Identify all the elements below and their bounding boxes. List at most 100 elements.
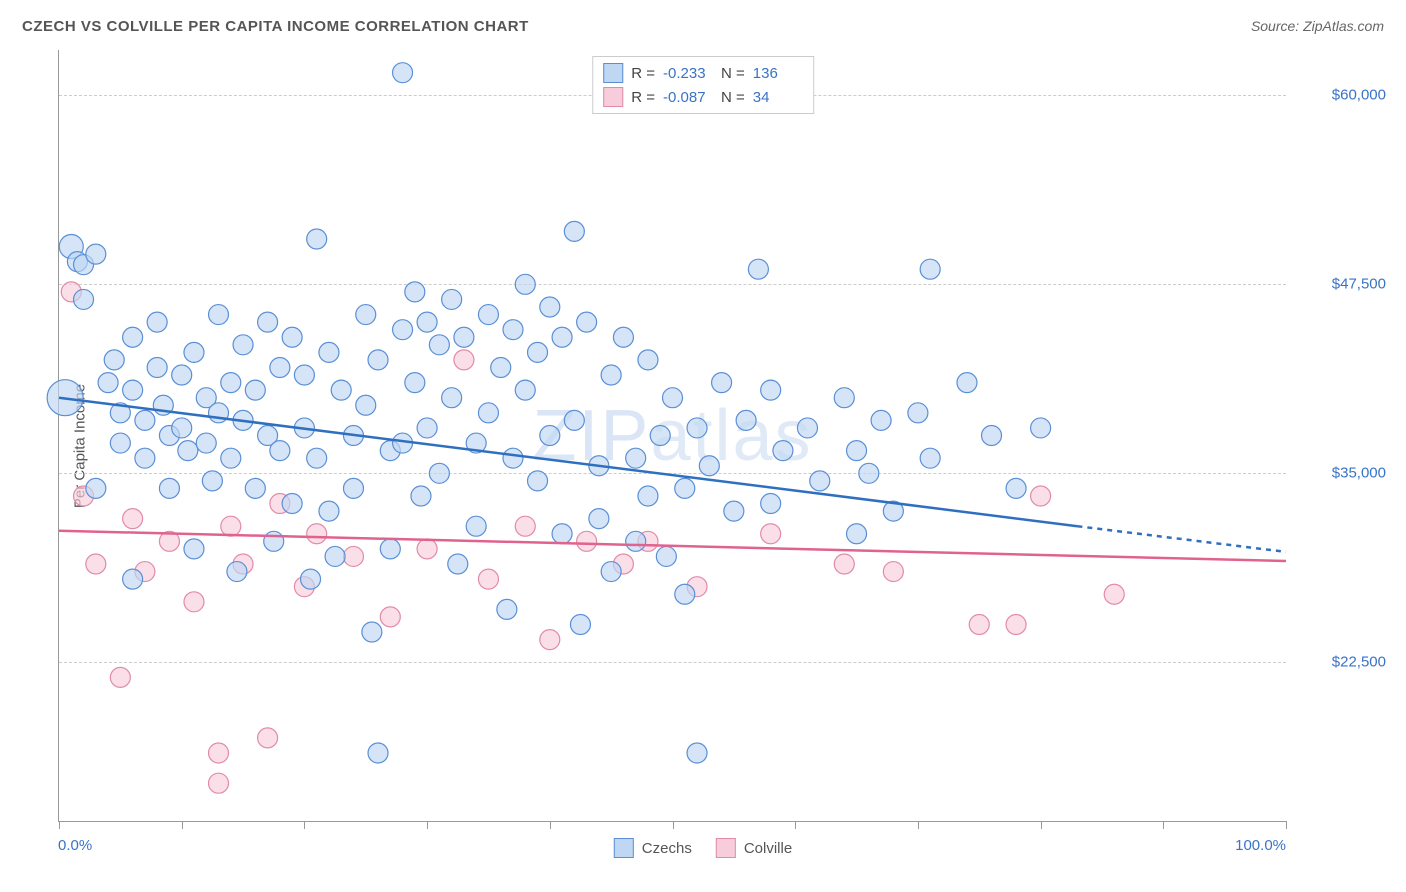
scatter-point <box>417 418 437 438</box>
y-tick-label: $22,500 <box>1296 654 1386 671</box>
x-tick <box>550 821 551 829</box>
scatter-point <box>810 471 830 491</box>
scatter-point <box>380 539 400 559</box>
scatter-point <box>908 403 928 423</box>
scatter-point <box>319 501 339 521</box>
scatter-point <box>638 350 658 370</box>
x-tick <box>1286 821 1287 829</box>
scatter-point <box>264 531 284 551</box>
x-tick <box>795 821 796 829</box>
scatter-point <box>540 297 560 317</box>
scatter-point <box>687 743 707 763</box>
scatter-point <box>871 410 891 430</box>
scatter-point <box>920 259 940 279</box>
scatter-point <box>135 410 155 430</box>
scatter-point <box>552 327 572 347</box>
x-tick <box>304 821 305 829</box>
scatter-point <box>478 305 498 325</box>
scatter-point <box>172 365 192 385</box>
scatter-point <box>405 373 425 393</box>
scatter-point <box>478 403 498 423</box>
scatter-point <box>368 743 388 763</box>
scatter-point <box>417 312 437 332</box>
scatter-point <box>515 516 535 536</box>
legend-label-czechs: Czechs <box>642 840 692 857</box>
scatter-plot <box>59 50 1286 821</box>
scatter-point <box>1031 418 1051 438</box>
scatter-point <box>847 441 867 461</box>
scatter-point <box>442 388 462 408</box>
trend-line <box>1077 526 1286 552</box>
scatter-point <box>564 410 584 430</box>
r-label-1: R = <box>631 65 655 82</box>
scatter-point <box>699 456 719 476</box>
scatter-point <box>258 728 278 748</box>
scatter-point <box>834 388 854 408</box>
scatter-point <box>110 433 130 453</box>
scatter-point <box>227 562 247 582</box>
chart-source: Source: ZipAtlas.com <box>1251 18 1384 34</box>
n-label-2: N = <box>721 89 745 106</box>
legend-item-colville: Colville <box>716 838 792 858</box>
scatter-point <box>368 350 388 370</box>
x-tick <box>1163 821 1164 829</box>
scatter-point <box>638 486 658 506</box>
scatter-point <box>969 614 989 634</box>
scatter-point <box>982 426 1002 446</box>
scatter-point <box>429 335 449 355</box>
scatter-point <box>282 327 302 347</box>
scatter-point <box>957 373 977 393</box>
scatter-point <box>859 463 879 483</box>
scatter-point <box>380 607 400 627</box>
scatter-point <box>1104 584 1124 604</box>
scatter-point <box>601 365 621 385</box>
scatter-point <box>761 380 781 400</box>
scatter-point <box>282 494 302 514</box>
scatter-point <box>184 342 204 362</box>
scatter-point <box>343 478 363 498</box>
scatter-point <box>245 478 265 498</box>
scatter-point <box>405 282 425 302</box>
scatter-point <box>540 426 560 446</box>
scatter-point <box>307 229 327 249</box>
scatter-point <box>86 244 106 264</box>
scatter-point <box>454 350 474 370</box>
scatter-point <box>135 448 155 468</box>
scatter-point <box>184 592 204 612</box>
scatter-point <box>209 773 229 793</box>
scatter-point <box>307 448 327 468</box>
scatter-point <box>515 380 535 400</box>
scatter-point <box>656 546 676 566</box>
scatter-point <box>393 320 413 340</box>
scatter-point <box>356 305 376 325</box>
scatter-point <box>245 380 265 400</box>
scatter-point <box>626 531 646 551</box>
x-axis-min-label: 0.0% <box>58 837 92 854</box>
scatter-point <box>491 357 511 377</box>
scatter-point <box>552 524 572 544</box>
scatter-point <box>104 350 124 370</box>
scatter-point <box>98 373 118 393</box>
scatter-point <box>515 274 535 294</box>
scatter-point <box>362 622 382 642</box>
r-label-2: R = <box>631 89 655 106</box>
scatter-point <box>325 546 345 566</box>
scatter-point <box>123 569 143 589</box>
scatter-point <box>294 365 314 385</box>
r-value-2: -0.087 <box>663 89 713 106</box>
scatter-point <box>478 569 498 589</box>
scatter-point <box>172 418 192 438</box>
scatter-point <box>528 471 548 491</box>
scatter-point <box>1031 486 1051 506</box>
n-label-1: N = <box>721 65 745 82</box>
scatter-point <box>202 471 222 491</box>
scatter-point <box>123 380 143 400</box>
scatter-point <box>528 342 548 362</box>
scatter-point <box>159 478 179 498</box>
scatter-point <box>411 486 431 506</box>
scatter-point <box>221 516 241 536</box>
scatter-point <box>307 524 327 544</box>
scatter-point <box>570 614 590 634</box>
scatter-point <box>393 63 413 83</box>
x-axis-max-label: 100.0% <box>1235 837 1286 854</box>
